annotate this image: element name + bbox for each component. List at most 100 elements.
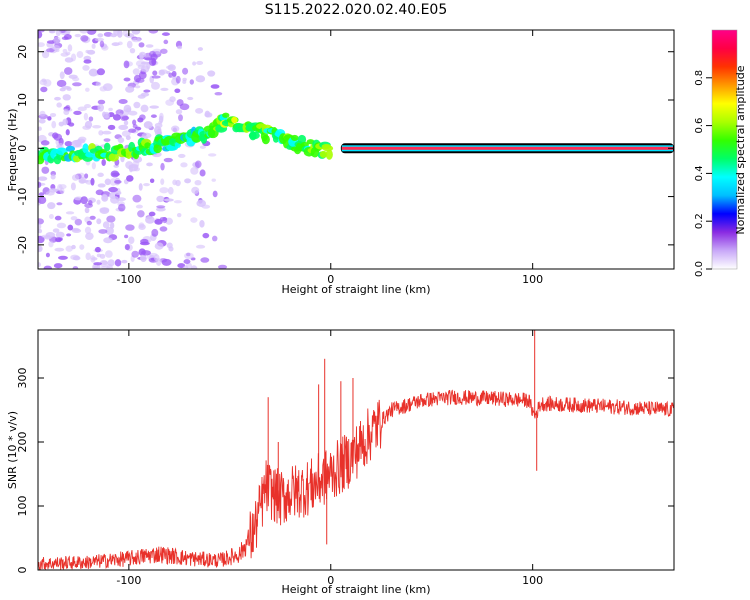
spectrogram-noise-cell [175,75,181,84]
colorbar-label: Normalized spectral amplitude [734,65,747,234]
spectrogram-noise-cell [91,162,96,170]
spectrogram-noise-cell [38,192,45,197]
spectrogram-noise-cell [65,211,75,215]
snr-x-tick-label: -100 [116,574,141,587]
spectrogram-noise-cell [49,30,54,34]
spectrogram-x-tick-label: -100 [116,273,141,286]
carrier-line-core [341,146,673,150]
spectrogram-noise-cell [93,262,103,266]
spectrogram-noise-cell [56,202,63,206]
spectrogram-noise-cell [108,186,118,193]
spectrogram-noise-cell [63,67,73,75]
colorbar-ticks: 0.0 0.2 0.4 0.6 0.8 [694,70,712,277]
spectrogram-noise-cell [38,176,48,181]
snr-series-line [38,389,674,570]
spectrogram-noise-cell [38,247,41,251]
spectrogram-noise-cell [151,228,159,237]
spectrogram-noise-cell [95,189,104,196]
spectrogram-noise-cell [71,244,76,250]
spectrogram-noise-cell [55,238,62,243]
spectrogram-noise-cell [165,99,175,106]
spectrogram-noise-cell [112,114,121,121]
spectrogram-noise-cell [190,167,199,175]
spectrogram-noise-cell [162,216,168,224]
spectrogram-noise-cell [210,84,220,89]
spectrogram-noise-cell [110,170,120,178]
spectrogram-noise-cell [88,68,99,77]
colorbar-tick-label: 0.4 [694,165,705,181]
spectrogram-noise-cell [192,61,197,66]
spectrogram-noise-cell [184,252,194,260]
spectrogram-ridge-cell [153,143,163,154]
spectrogram-noise-cell [38,228,43,234]
spectrogram-noise-cell [161,258,172,266]
spectrogram-noise-cell [123,120,129,126]
spectrogram-noise-cell [47,202,56,210]
spectrogram-noise-cell [132,160,140,167]
spectrogram-noise-cell [54,96,61,101]
spectrogram-noise-cell [138,51,147,58]
snr-x-tick-label: 100 [522,574,543,587]
snr-ylabel: SNR (10 * v/v) [6,411,19,489]
spectrogram-noise-cell [128,110,138,116]
spectrogram-noise-cell [129,166,134,173]
spectrogram-noise-cell [156,195,165,203]
spectrogram-noise-cell [150,114,157,118]
spectrogram-noise-cell [38,218,45,225]
spectrogram-noise-cell [104,250,113,258]
spectrogram-noise-cell [40,86,48,93]
spectrogram-noise-cell [71,228,82,233]
spectrogram-noise-cell [103,111,110,119]
spectrogram-noise-cell [195,244,206,249]
spectrogram-noise-cell [190,217,198,223]
spectrogram-noise-cell [58,255,68,260]
spectrogram-noise-cell [196,60,204,66]
spectrogram-noise-cell [187,96,194,101]
spectrogram-noise-cell [194,160,202,168]
spectrogram-noise-cell [75,142,83,148]
spectrogram-noise-cell [118,124,129,131]
spectrogram-noise-cell [38,262,42,268]
spectrogram-noise-cell [51,120,57,129]
spectrogram-ridge-cell [290,134,299,142]
spectrogram-noise-cell [97,103,105,112]
spectrogram-ridge-cell [82,143,89,154]
spectrogram-noise-cell [148,30,159,34]
spectrogram-noise-cell [99,40,105,48]
spectrogram-noise-cell [145,44,154,48]
spectrogram-noise-cell [45,191,55,196]
spectrogram-noise-cell [137,210,145,218]
spectrogram-noise-cell [159,112,164,121]
spectrogram-noise-cell [171,125,180,133]
spectrogram-noise-cell [132,68,140,75]
spectrogram-noise-cell [182,77,187,82]
spectrogram-noise-cell [43,235,52,240]
spectrogram-noise-cell [199,169,206,177]
spectrogram-noise-cell [65,129,70,136]
spectrogram-y-tick-label: 0 [16,145,29,152]
spectrogram-noise-cell [175,179,181,187]
spectrogram-noise-cell [53,263,63,269]
spectrogram-noise-cell [102,221,110,229]
spectrogram-frame [37,29,675,270]
spectrogram-noise-cell [91,257,98,261]
spectrogram-noise-cell [62,48,68,54]
spectrogram-ridge-cell [222,112,230,118]
spectrogram-ridge-cell [261,134,270,145]
spectrogram-noise-cell [38,181,42,188]
spectrogram-noise-cell [217,264,228,269]
spectrogram-noise-cell [64,140,73,147]
spectrogram-noise-cell [101,159,106,167]
spectrogram-noise-cell [148,58,157,67]
spectrogram-noise-cell [163,157,173,163]
spectrogram-noise-cell [138,183,143,191]
spectrogram-noise-cell [40,140,50,146]
spectrogram-noise-cell [151,81,160,90]
snr-y-tick-label: 300 [16,368,29,389]
spectrogram-y-tick-label: 10 [16,93,29,107]
spectrogram-noise-cell [107,124,116,130]
spectrogram-noise-cell [155,207,166,212]
spectrogram-noise-cell [56,79,67,88]
spectrogram-noise-cell [212,190,218,198]
spectrogram-noise-cell [154,218,163,225]
